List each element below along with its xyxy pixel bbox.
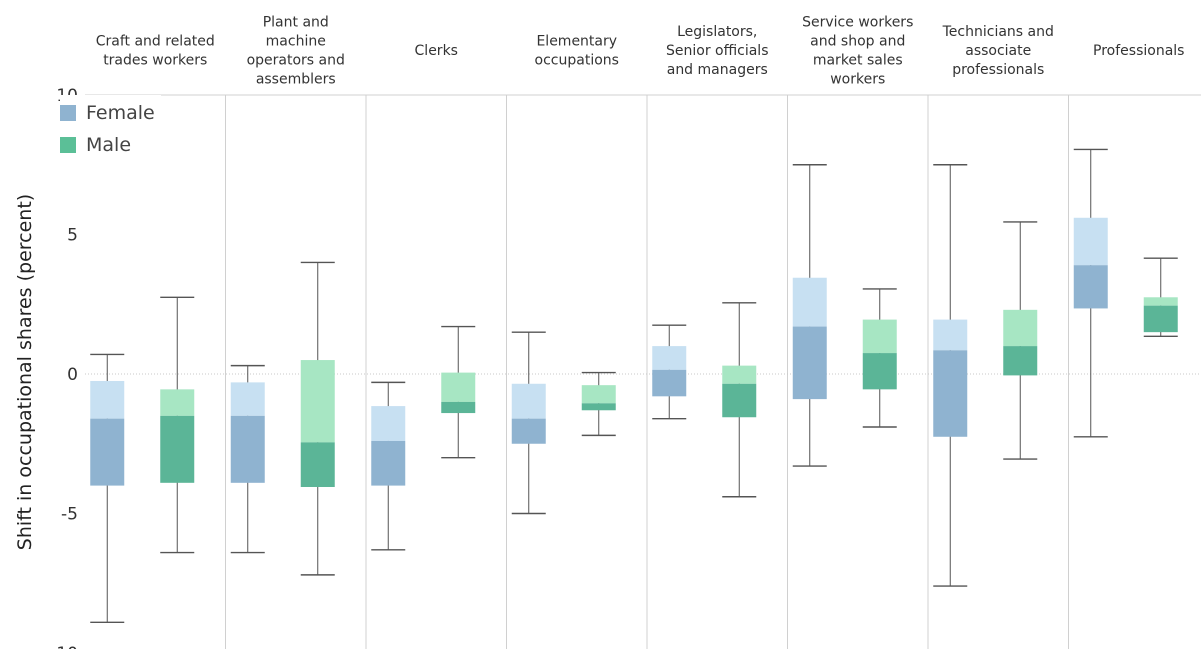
category-label-line: Plant and [263, 15, 329, 31]
box-lower [371, 440, 406, 486]
y-tick-label: -5 [61, 505, 78, 525]
male-box [441, 325, 476, 459]
category-label: Elementary occupations [535, 34, 619, 69]
y-axis-title: Shift in occupational shares (percent) [14, 194, 36, 550]
box-upper [441, 372, 476, 402]
female-box [792, 164, 827, 467]
box-upper [511, 383, 546, 419]
female-box [230, 364, 265, 554]
category-label-line: market sales [813, 53, 903, 69]
category-label: Plant and machine operators and assemblers [247, 15, 345, 88]
male-box [581, 371, 616, 437]
box-upper [1003, 309, 1038, 347]
category-label-line: Technicians and [942, 24, 1054, 40]
box-upper [90, 380, 125, 419]
y-axis-ticks: -10-50510 [50, 86, 78, 649]
box-upper [722, 365, 757, 384]
box-lower [722, 383, 757, 418]
category-label: Technicians and associate professionals [942, 24, 1054, 78]
legend-swatch-female [60, 105, 76, 121]
legend-item-female: Female [60, 97, 155, 129]
category-label: Craft and related trades workers [96, 34, 215, 69]
box-lower [90, 418, 125, 486]
category-label-line: assemblers [256, 72, 336, 88]
box-upper [160, 389, 195, 416]
box-lower [933, 350, 968, 437]
legend-item-male: Male [60, 129, 155, 161]
box-upper [862, 319, 897, 354]
male-box [1003, 221, 1038, 460]
category-label-line: workers [830, 72, 885, 88]
female-box [652, 324, 687, 420]
male-box [862, 288, 897, 428]
legend: Female Male [60, 95, 161, 163]
y-tick-label: 5 [67, 226, 78, 246]
category-label-line: operators and [247, 53, 345, 69]
category-label-line: associate [965, 43, 1031, 59]
male-box [160, 296, 195, 554]
category-label-line: and managers [667, 62, 768, 78]
female-box [1073, 148, 1108, 438]
category-label: Clerks [415, 43, 458, 59]
category-label: Professionals [1093, 43, 1184, 59]
box-upper [581, 385, 616, 404]
category-label: Service workers and shop and market sales w… [802, 15, 913, 88]
box-lower [441, 401, 476, 414]
category-label-line: trades workers [103, 53, 207, 69]
box-upper [792, 277, 827, 327]
female-box [90, 353, 125, 624]
legend-label-male: Male [86, 134, 132, 156]
female-box [511, 331, 546, 515]
box-lower [652, 369, 687, 397]
category-label-line: occupations [535, 53, 619, 69]
box-upper [371, 406, 406, 441]
category-label-line: professionals [952, 62, 1044, 78]
category-label-line: Clerks [415, 43, 458, 59]
category-label-line: machine [266, 34, 326, 50]
category-headers: Craft and related trades workers Plant and… [96, 15, 1185, 88]
box-upper [1073, 217, 1108, 266]
legend-swatch-male [60, 137, 76, 153]
box-lower [792, 326, 827, 400]
box-layer [90, 148, 1178, 624]
category-label-line: Craft and related [96, 34, 215, 50]
box-upper [300, 360, 335, 443]
category-label-line: Service workers [802, 15, 913, 31]
box-lower [300, 442, 335, 487]
box-upper [652, 346, 687, 370]
box-lower [230, 415, 265, 483]
box-lower [160, 415, 195, 483]
male-box [722, 302, 757, 498]
box-lower [1003, 346, 1038, 376]
legend-label-female: Female [86, 102, 155, 124]
y-tick-label: -10 [50, 644, 78, 649]
box-lower [1073, 265, 1108, 309]
box-lower [581, 403, 616, 411]
female-box [933, 164, 968, 587]
box-upper [230, 382, 265, 416]
category-label-line: and shop and [810, 34, 905, 50]
box-lower [1143, 305, 1178, 333]
y-tick-label: 0 [67, 365, 78, 385]
panel-dividers [85, 94, 1201, 649]
box-upper [933, 319, 968, 351]
male-box [300, 261, 335, 576]
category-label-line: Professionals [1093, 43, 1184, 59]
category-label: Legislators, Senior officials and managers [666, 24, 768, 78]
category-label-line: Legislators, [677, 24, 757, 40]
category-label-line: Senior officials [666, 43, 768, 59]
female-box [371, 381, 406, 551]
box-upper [1143, 297, 1178, 306]
box-lower [511, 418, 546, 444]
male-box [1143, 257, 1178, 338]
category-label-line: Elementary [536, 34, 617, 50]
box-lower [862, 353, 897, 390]
